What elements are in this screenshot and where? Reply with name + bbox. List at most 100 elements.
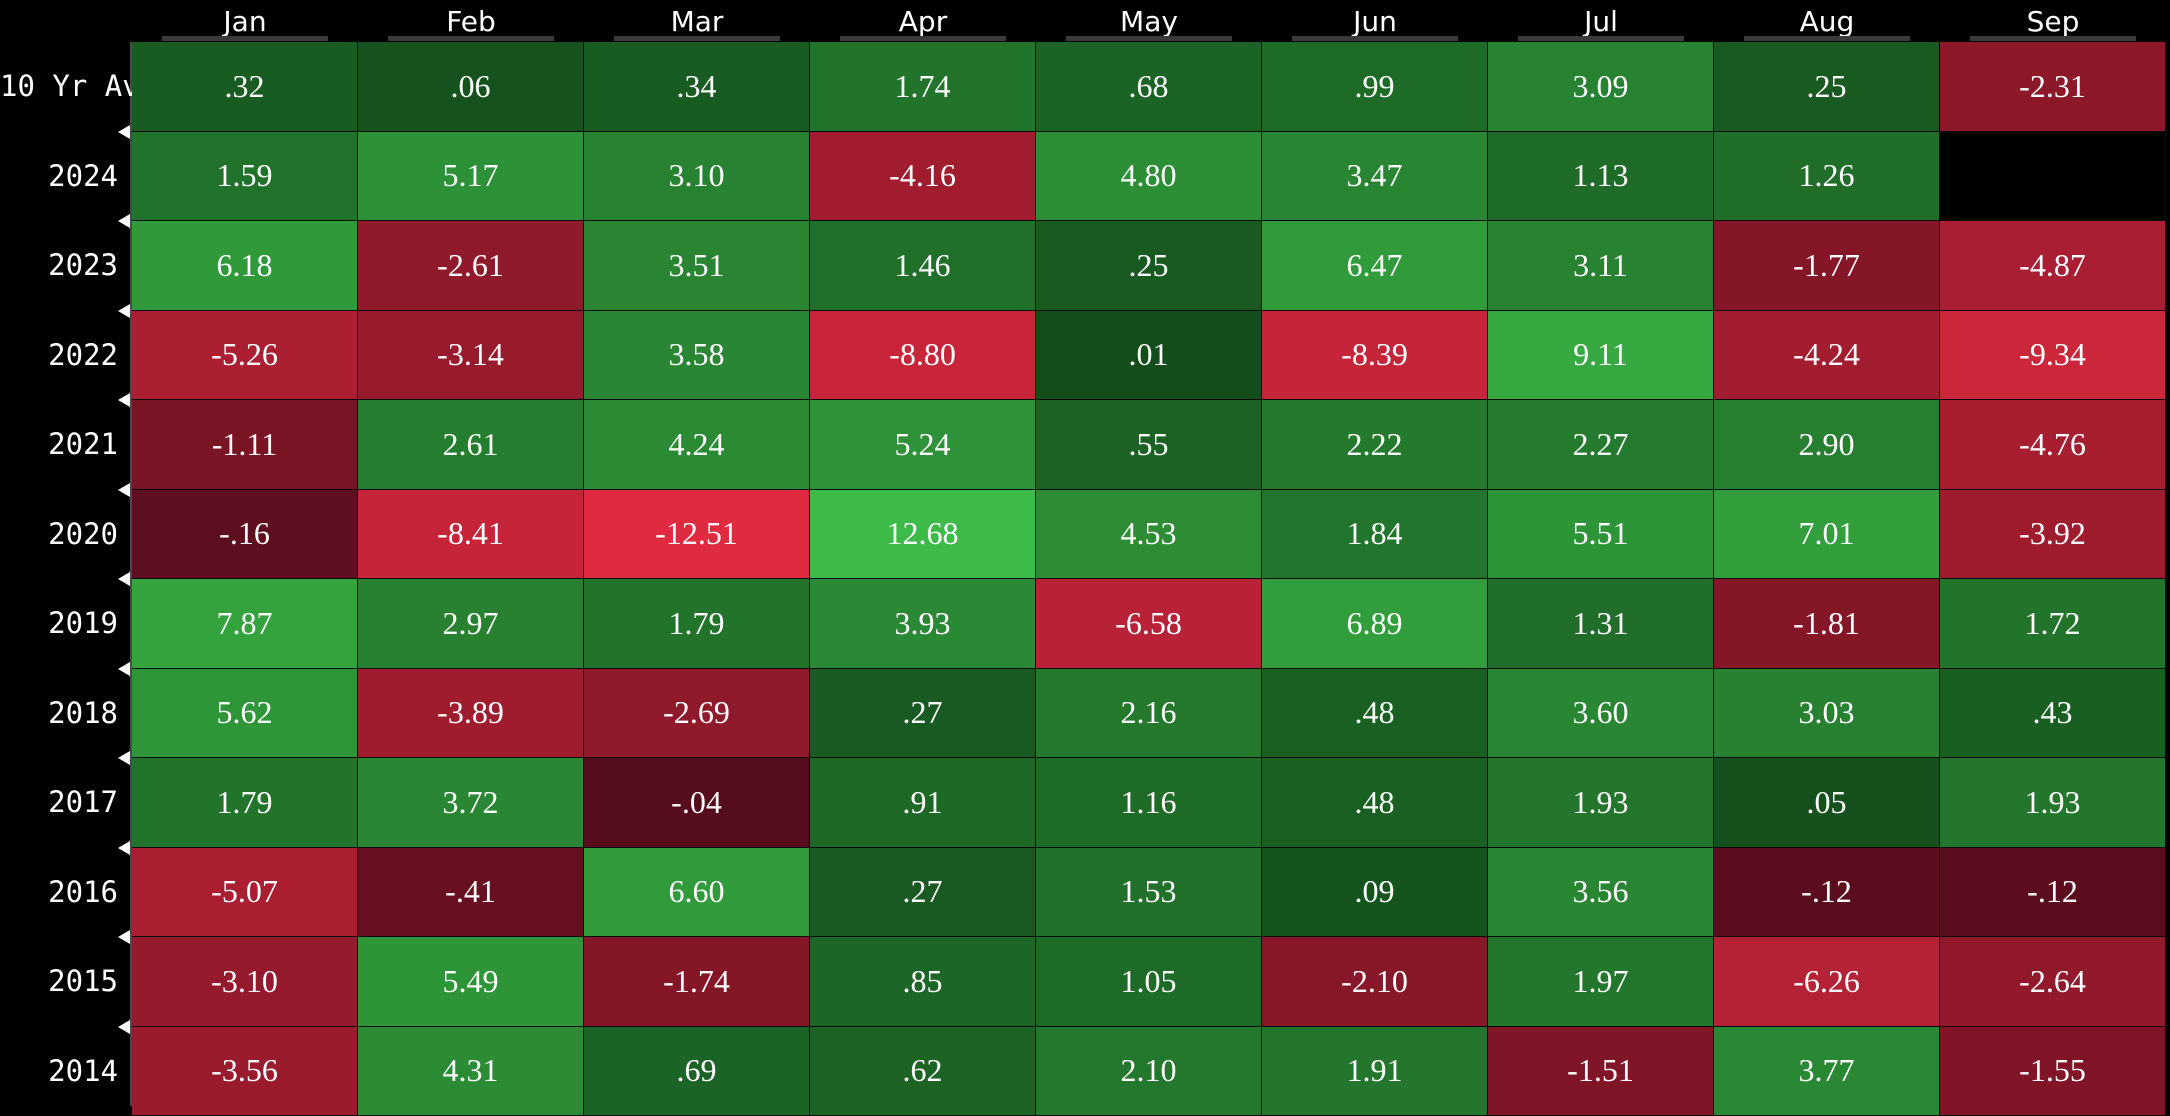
- heatmap-cell: 6.47: [1262, 221, 1488, 311]
- heatmap-cell: 4.53: [1036, 490, 1262, 580]
- heatmap-cell: 1.46: [810, 221, 1036, 311]
- heatmap-cell: -2.61: [358, 221, 584, 311]
- heatmap-cell: .99: [1262, 42, 1488, 132]
- row-label-2021: 2021: [0, 400, 118, 490]
- heatmap-cell: 3.03: [1714, 669, 1940, 759]
- row-tick-marker: [118, 572, 130, 586]
- heatmap-cell: -4.87: [1940, 221, 2166, 311]
- heatmap-cell: 1.26: [1714, 132, 1940, 222]
- heatmap-cell: .05: [1714, 758, 1940, 848]
- heatmap-cell: -1.55: [1940, 1027, 2166, 1116]
- row-label-2019: 2019: [0, 579, 118, 669]
- heatmap-cell: 1.31: [1488, 579, 1714, 669]
- column-header-underline: [388, 36, 554, 41]
- heatmap-cell: 3.09: [1488, 42, 1714, 132]
- heatmap-cell: 3.10: [584, 132, 810, 222]
- heatmap-cell: 3.60: [1488, 669, 1714, 759]
- heatmap-cell: 1.74: [810, 42, 1036, 132]
- heatmap-cell: -1.11: [132, 400, 358, 490]
- heatmap-cell: .48: [1262, 669, 1488, 759]
- heatmap-cell: 1.79: [584, 579, 810, 669]
- column-header-underline: [1970, 36, 2136, 41]
- heatmap-cell: -6.26: [1714, 937, 1940, 1027]
- heatmap-cell: -3.14: [358, 311, 584, 401]
- heatmap-cell: 1.79: [132, 758, 358, 848]
- heatmap-cell: 4.80: [1036, 132, 1262, 222]
- heatmap-cell: 5.62: [132, 669, 358, 759]
- column-header-underline: [1066, 36, 1232, 41]
- heatmap-cell: -1.81: [1714, 579, 1940, 669]
- heatmap-cell: 4.31: [358, 1027, 584, 1116]
- row-tick-marker: [118, 751, 130, 765]
- heatmap-cell: .48: [1262, 758, 1488, 848]
- heatmap-cell: -4.16: [810, 132, 1036, 222]
- column-header-underline: [1292, 36, 1458, 41]
- heatmap-cell: 3.47: [1262, 132, 1488, 222]
- heatmap-cell: -.41: [358, 848, 584, 938]
- heatmap-cell: 1.13: [1488, 132, 1714, 222]
- row-tick-marker: [118, 841, 130, 855]
- column-header-underline: [162, 36, 328, 41]
- heatmap-cell: 1.93: [1488, 758, 1714, 848]
- row-tick-marker: [118, 393, 130, 407]
- heatmap-cell: [1940, 132, 2166, 222]
- heatmap-cell: .55: [1036, 400, 1262, 490]
- heatmap-cell: .27: [810, 848, 1036, 938]
- heatmap-cell: .27: [810, 669, 1036, 759]
- heatmap-cell: 6.89: [1262, 579, 1488, 669]
- heatmap-cell: -.12: [1940, 848, 2166, 938]
- column-header-underline: [840, 36, 1006, 41]
- row-label-2015: 2015: [0, 937, 118, 1027]
- heatmap-cell: -9.34: [1940, 311, 2166, 401]
- row-label-2024: 2024: [0, 132, 118, 222]
- heatmap-cell: .69: [584, 1027, 810, 1116]
- heatmap-cell: -3.92: [1940, 490, 2166, 580]
- heatmap-cell: 2.10: [1036, 1027, 1262, 1116]
- heatmap-cell: -8.41: [358, 490, 584, 580]
- heatmap-cell: -1.77: [1714, 221, 1940, 311]
- heatmap-cell: -12.51: [584, 490, 810, 580]
- heatmap-cell: 1.72: [1940, 579, 2166, 669]
- heatmap-cell: 2.61: [358, 400, 584, 490]
- heatmap-cell: -1.74: [584, 937, 810, 1027]
- heatmap-cell: 1.05: [1036, 937, 1262, 1027]
- column-header-underline: [1744, 36, 1910, 41]
- row-label-2022: 2022: [0, 311, 118, 401]
- row-label-10-yr-avg: 10 Yr Avg: [0, 42, 118, 132]
- heatmap-cell: 1.59: [132, 132, 358, 222]
- heatmap-cell: 2.97: [358, 579, 584, 669]
- heatmap-cell: -3.89: [358, 669, 584, 759]
- heatmap-cell: -2.31: [1940, 42, 2166, 132]
- heatmap-cell: 1.84: [1262, 490, 1488, 580]
- heatmap-cell: 5.49: [358, 937, 584, 1027]
- heatmap-cell: 2.27: [1488, 400, 1714, 490]
- column-header-underline: [1518, 36, 1684, 41]
- heatmap-cell: .85: [810, 937, 1036, 1027]
- heatmap-cell: 3.58: [584, 311, 810, 401]
- heatmap-cell: -.16: [132, 490, 358, 580]
- heatmap-cell: .06: [358, 42, 584, 132]
- heatmap-cell: 1.97: [1488, 937, 1714, 1027]
- row-tick-marker: [118, 304, 130, 318]
- heatmap-cell: .62: [810, 1027, 1036, 1116]
- heatmap-cell: 1.53: [1036, 848, 1262, 938]
- heatmap-cell: -3.56: [132, 1027, 358, 1116]
- row-tick-marker: [118, 1020, 130, 1034]
- heatmap-cell: 1.16: [1036, 758, 1262, 848]
- heatmap-cell: -3.10: [132, 937, 358, 1027]
- heatmap-cell: 2.90: [1714, 400, 1940, 490]
- row-tick-marker: [118, 930, 130, 944]
- row-label-2014: 2014: [0, 1027, 118, 1116]
- heatmap-cell: .43: [1940, 669, 2166, 759]
- heatmap-cell: .68: [1036, 42, 1262, 132]
- heatmap-cell: 3.72: [358, 758, 584, 848]
- heatmap-cell: 12.68: [810, 490, 1036, 580]
- heatmap-cell: 5.24: [810, 400, 1036, 490]
- heatmap-cell: -.04: [584, 758, 810, 848]
- heatmap-cell: .32: [132, 42, 358, 132]
- heatmap-cell: -2.69: [584, 669, 810, 759]
- heatmap-cell: 6.18: [132, 221, 358, 311]
- heatmap-cell: -2.10: [1262, 937, 1488, 1027]
- heatmap-cell: 3.56: [1488, 848, 1714, 938]
